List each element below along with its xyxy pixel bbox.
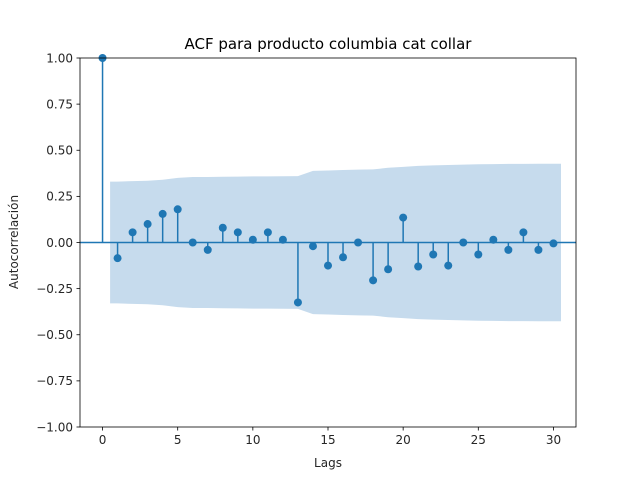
x-tick-label: 5: [174, 433, 182, 447]
y-tick-label: −0.75: [36, 374, 73, 388]
y-tick-label: 0.25: [46, 190, 73, 204]
acf-point-lag-7: [203, 245, 212, 254]
x-tick-label: 30: [546, 433, 561, 447]
acf-point-lag-2: [128, 228, 137, 237]
stem-layer: [98, 54, 558, 307]
acf-point-lag-6: [188, 238, 197, 247]
acf-point-lag-28: [519, 228, 528, 237]
acf-point-lag-27: [504, 245, 513, 254]
acf-point-lag-11: [263, 228, 272, 237]
y-axis-title: Autocorrelación: [7, 195, 21, 289]
x-tick-label: 10: [245, 433, 260, 447]
y-tick-label: −1.00: [36, 420, 73, 434]
acf-point-lag-5: [173, 205, 182, 214]
acf-point-lag-30: [549, 239, 558, 248]
acf-point-lag-1: [113, 254, 122, 263]
acf-point-lag-9: [233, 228, 242, 237]
acf-point-lag-15: [324, 261, 332, 270]
acf-point-lag-3: [143, 220, 152, 229]
acf-point-lag-18: [369, 276, 378, 285]
acf-point-lag-16: [339, 253, 348, 262]
x-tick-label: 0: [99, 433, 107, 447]
y-tick-label: 0.50: [46, 144, 73, 158]
acf-point-lag-8: [218, 223, 227, 232]
y-tick-label: −0.50: [36, 328, 73, 342]
acf-point-lag-25: [474, 250, 483, 259]
acf-point-lag-19: [384, 265, 393, 274]
acf-point-lag-4: [158, 209, 167, 218]
y-tick-label: 0.75: [46, 97, 73, 111]
acf-point-lag-29: [534, 245, 543, 254]
x-axis-title: Lags: [314, 456, 342, 470]
acf-point-lag-22: [429, 250, 438, 259]
acf-point-lag-12: [278, 235, 287, 244]
chart-title: ACF para producto columbia cat collar: [185, 35, 473, 53]
acf-point-lag-24: [459, 238, 468, 247]
acf-point-lag-14: [308, 242, 317, 251]
acf-point-lag-23: [444, 261, 453, 270]
x-axis-ticks: 0 5 10 15 20 25 30: [99, 427, 561, 447]
x-tick-label: 20: [396, 433, 411, 447]
x-tick-label: 15: [320, 433, 335, 447]
acf-point-lag-10: [248, 235, 257, 244]
y-tick-label: 0.00: [46, 236, 73, 250]
acf-point-lag-20: [399, 213, 408, 222]
acf-point-lag-26: [489, 235, 498, 244]
y-tick-label: 1.00: [46, 51, 73, 65]
y-tick-label: −0.25: [36, 282, 73, 296]
y-axis-ticks: −1.00 −0.75 −0.50 −0.25 0.00 0.25 0.50 0.75 1.00: [36, 51, 80, 434]
acf-point-lag-17: [354, 238, 363, 247]
acf-point-lag-21: [414, 262, 423, 271]
acf-point-lag-13: [293, 298, 302, 307]
x-tick-label: 25: [471, 433, 486, 447]
